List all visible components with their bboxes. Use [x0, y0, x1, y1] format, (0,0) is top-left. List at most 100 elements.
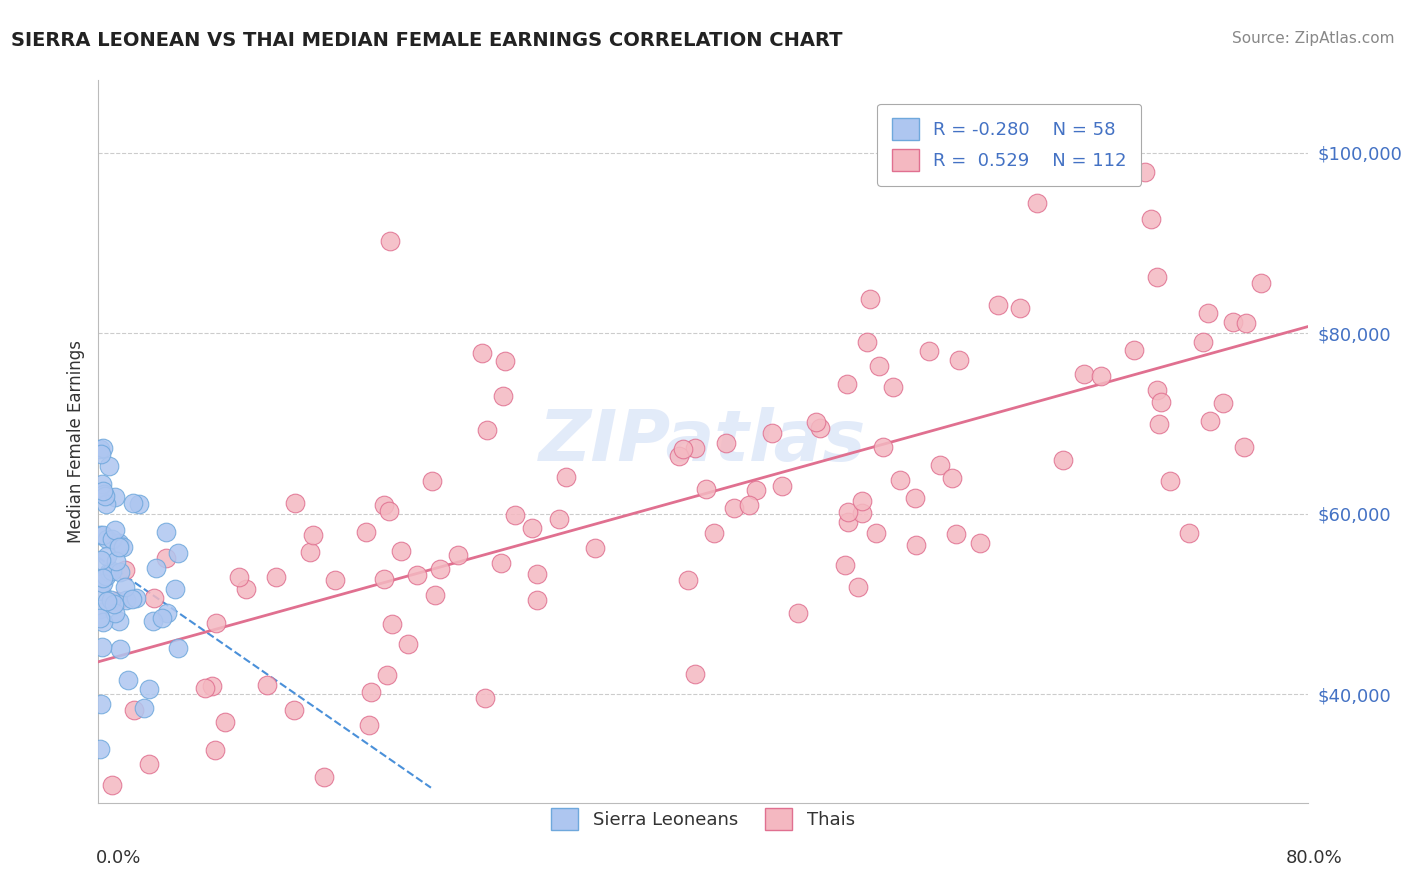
Point	[108, 614, 131, 628]
Point	[96, 549, 118, 564]
Point	[835, 377, 858, 392]
Point	[969, 535, 991, 549]
Point	[138, 757, 160, 772]
Point	[1090, 368, 1112, 383]
Point	[1150, 395, 1173, 409]
Point	[520, 520, 543, 534]
Point	[89, 601, 111, 615]
Point	[389, 544, 412, 558]
Point	[678, 573, 700, 587]
Point	[1192, 335, 1215, 350]
Point	[851, 506, 873, 520]
Point	[283, 703, 305, 717]
Point	[882, 380, 904, 394]
Text: 0.0%: 0.0%	[96, 849, 141, 867]
Point	[447, 548, 470, 562]
Point	[889, 473, 911, 487]
Point	[112, 540, 135, 554]
Point	[89, 552, 111, 566]
Point	[105, 594, 128, 608]
Point	[555, 469, 578, 483]
Point	[108, 541, 131, 555]
Point	[868, 359, 890, 373]
Point	[91, 477, 114, 491]
Point	[1212, 396, 1234, 410]
Point	[905, 538, 928, 552]
Point	[851, 494, 873, 508]
Point	[105, 553, 128, 567]
Point	[846, 580, 869, 594]
Point	[302, 528, 325, 542]
Point	[121, 591, 143, 606]
Point	[787, 606, 810, 620]
Point	[228, 570, 250, 584]
Point	[806, 415, 828, 429]
Point	[284, 496, 307, 510]
Point	[1122, 343, 1144, 358]
Point	[429, 562, 451, 576]
Point	[1133, 165, 1156, 179]
Point	[115, 593, 138, 607]
Point	[396, 637, 419, 651]
Point	[405, 568, 427, 582]
Point	[354, 524, 377, 539]
Point	[745, 483, 768, 498]
Point	[101, 564, 124, 578]
Point	[834, 558, 856, 572]
Point	[1199, 414, 1222, 428]
Point	[918, 343, 941, 358]
Point	[166, 546, 188, 560]
Point	[808, 421, 831, 435]
Point	[495, 354, 517, 368]
Point	[1234, 316, 1257, 330]
Point	[695, 482, 717, 496]
Point	[373, 572, 395, 586]
Point	[672, 442, 695, 456]
Point	[104, 523, 127, 537]
Point	[91, 587, 114, 601]
Point	[1052, 452, 1074, 467]
Point	[156, 607, 179, 621]
Point	[166, 640, 188, 655]
Point	[89, 742, 111, 756]
Point	[723, 500, 745, 515]
Point	[299, 544, 322, 558]
Point	[90, 446, 112, 460]
Point	[373, 498, 395, 512]
Text: 80.0%: 80.0%	[1286, 849, 1343, 867]
Point	[1146, 270, 1168, 285]
Point	[987, 298, 1010, 312]
Point	[683, 441, 706, 455]
Point	[138, 682, 160, 697]
Text: SIERRA LEONEAN VS THAI MEDIAN FEMALE EARNINGS CORRELATION CHART: SIERRA LEONEAN VS THAI MEDIAN FEMALE EAR…	[11, 31, 842, 50]
Point	[150, 610, 173, 624]
Point	[90, 697, 112, 711]
Point	[96, 594, 118, 608]
Point	[716, 436, 738, 450]
Point	[93, 487, 115, 501]
Point	[142, 591, 165, 605]
Point	[1140, 211, 1163, 226]
Point	[865, 525, 887, 540]
Point	[155, 524, 177, 539]
Point	[471, 346, 494, 360]
Point	[856, 334, 879, 349]
Point	[204, 743, 226, 757]
Point	[98, 566, 121, 580]
Point	[201, 679, 224, 693]
Point	[422, 475, 444, 489]
Point	[945, 527, 967, 541]
Point	[948, 353, 970, 368]
Point	[214, 715, 236, 730]
Point	[91, 441, 114, 455]
Point	[104, 607, 127, 621]
Point	[770, 479, 793, 493]
Point	[375, 668, 398, 682]
Point	[100, 592, 122, 607]
Point	[1159, 474, 1181, 488]
Point	[108, 539, 131, 553]
Point	[683, 667, 706, 681]
Point	[97, 458, 120, 473]
Point	[859, 292, 882, 306]
Point	[1250, 276, 1272, 290]
